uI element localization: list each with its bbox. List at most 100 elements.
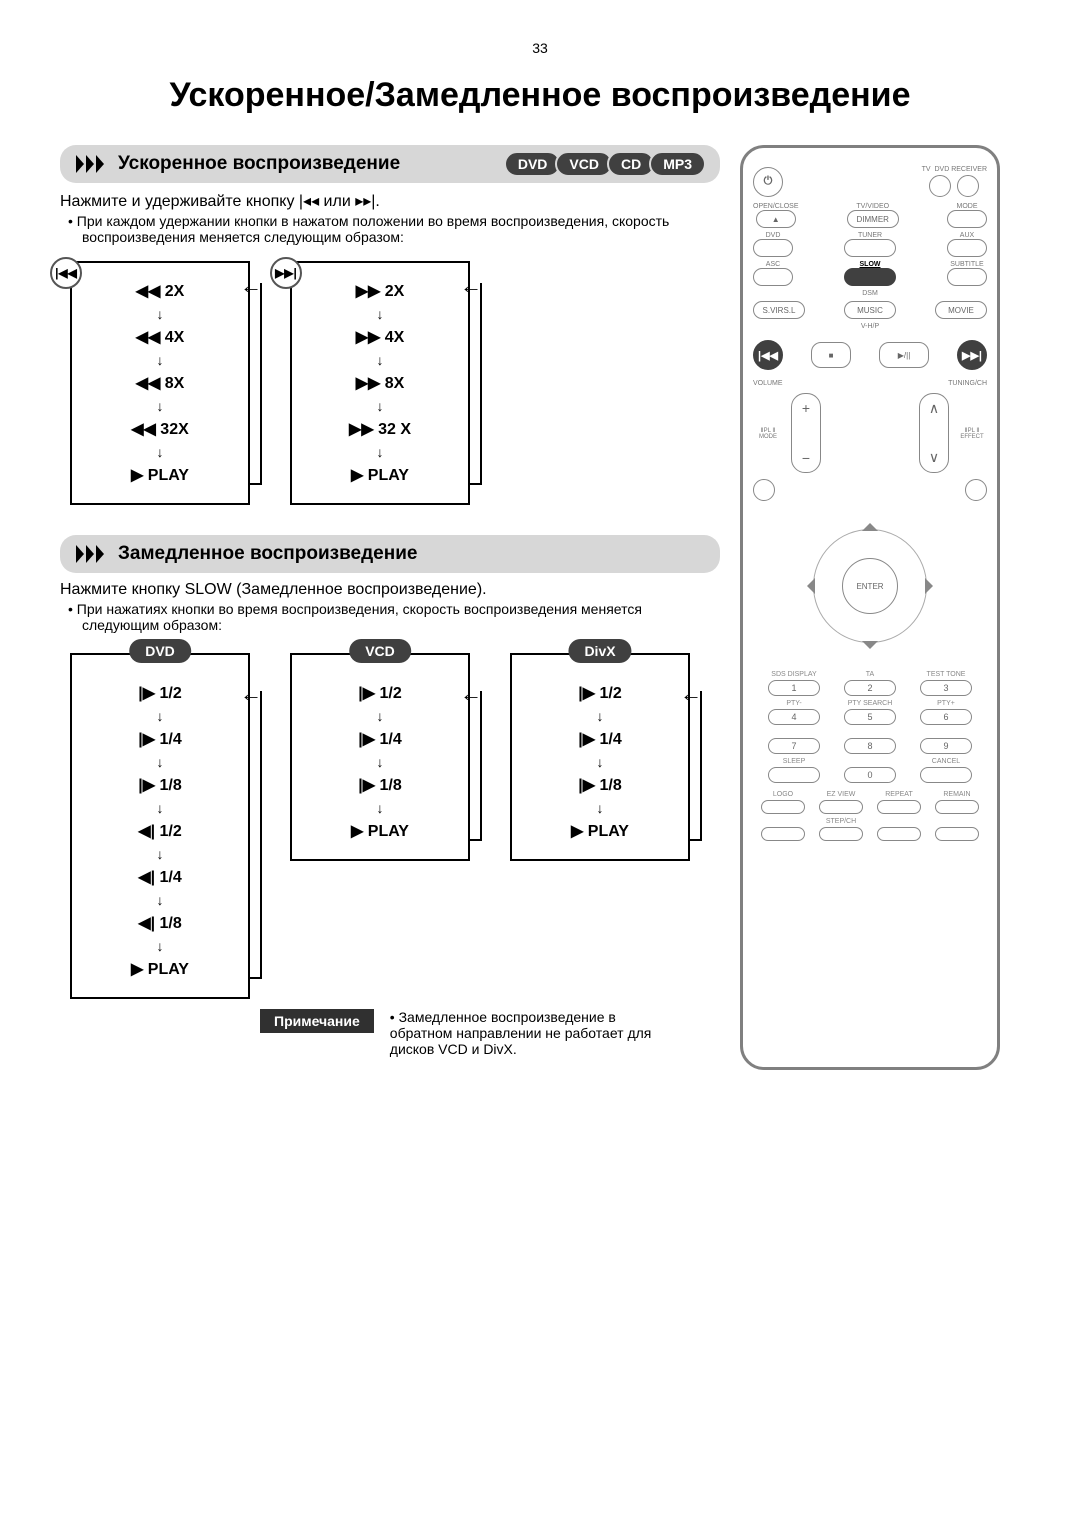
tuning-label: TUNING/CH: [948, 380, 987, 387]
numpad-button[interactable]: 0: [844, 767, 896, 783]
arrow-down-icon: [94, 397, 226, 415]
channel-rocker[interactable]: ∧∨: [919, 393, 949, 473]
power-button[interactable]: ⏻: [753, 167, 783, 197]
remote-button[interactable]: [819, 800, 863, 814]
slow-button-label: SLOW: [844, 261, 896, 268]
remote-diagram-column: ⏻ TV DVD RECEIVER OPEN/CLOSE ▲ TV/VIDEO: [740, 145, 1020, 1070]
remote-label: AUX: [947, 232, 987, 239]
arrow-down-icon: [534, 799, 666, 817]
transport-row: |◀◀ ■ ▶/|| ▶▶|: [753, 340, 987, 370]
numpad-button[interactable]: 2: [844, 680, 896, 696]
prev-button[interactable]: |◀◀: [753, 340, 783, 370]
dpad-right[interactable]: [925, 578, 941, 594]
remote-label: CANCEL: [932, 758, 960, 766]
volume-channel-row: ⅡPL Ⅱ MODE +− ∧∨ ⅡPL Ⅱ EFFECT: [753, 393, 987, 473]
speed-step: |▶ 1/8: [534, 771, 666, 799]
aux-button[interactable]: [947, 239, 987, 257]
badge-dvd: DVD: [504, 151, 562, 177]
loop-line: [260, 691, 262, 979]
page-number: 33: [60, 40, 1020, 56]
fast-heading: Ускоренное воспроизведение: [118, 153, 494, 175]
music-button[interactable]: MUSIC: [844, 301, 896, 319]
numpad-button[interactable]: 7: [768, 738, 820, 754]
remote-button[interactable]: [761, 800, 805, 814]
arrow-down-icon: [94, 305, 226, 323]
numpad-button[interactable]: 9: [920, 738, 972, 754]
arrow-down-icon: [94, 845, 226, 863]
mode-button[interactable]: [947, 210, 987, 228]
pl-mode-button[interactable]: [753, 479, 775, 501]
rewind-speed-box: |◀◀ ← ◀◀ 2X ◀◀ 4X ◀◀ 8X ◀◀ 32X ▶ PLAY: [70, 261, 250, 505]
tv-button[interactable]: [929, 175, 951, 197]
speed-step: ▶ PLAY: [314, 817, 446, 845]
loop-arrow-icon: ←: [460, 273, 482, 299]
movie-button[interactable]: MOVIE: [935, 301, 987, 319]
fast-badges: DVD VCD CD MP3: [504, 151, 706, 177]
badge-mp3: MP3: [649, 151, 706, 177]
speed-step: |▶ 1/2: [94, 679, 226, 707]
speed-step: ▶▶ 8X: [314, 369, 446, 397]
note-row: Примечание Замедленное воспроизведение в…: [260, 1009, 720, 1057]
dvd-button[interactable]: [753, 239, 793, 257]
slow-speed-box: VCD←|▶ 1/2|▶ 1/4|▶ 1/8▶ PLAY: [290, 653, 470, 861]
numpad-button[interactable]: 3: [920, 680, 972, 696]
dpad-up[interactable]: [862, 515, 878, 531]
slow-speed-box: DivX←|▶ 1/2|▶ 1/4|▶ 1/8▶ PLAY: [510, 653, 690, 861]
remote-button[interactable]: [935, 827, 979, 841]
remote-label: SUBTITLE: [947, 261, 987, 268]
fast-speed-diagrams: |◀◀ ← ◀◀ 2X ◀◀ 4X ◀◀ 8X ◀◀ 32X ▶ PLAY ▶▶…: [70, 261, 720, 505]
enter-button[interactable]: ENTER: [842, 558, 898, 614]
speed-step: ◀| 1/4: [94, 863, 226, 891]
remote-button[interactable]: [761, 827, 805, 841]
volume-label: VOLUME: [753, 380, 783, 387]
asc-button[interactable]: [753, 268, 793, 286]
dvd-receiver-button[interactable]: [957, 175, 979, 197]
remote-label: PTY-: [786, 700, 801, 708]
remote-button[interactable]: [935, 800, 979, 814]
arrow-down-icon: [94, 443, 226, 461]
numpad-button[interactable]: [920, 767, 972, 783]
remote-button[interactable]: [877, 827, 921, 841]
slow-instruction: Нажмите кнопку SLOW (Замедленное воспрои…: [60, 581, 720, 599]
speed-step: ◀◀ 4X: [94, 323, 226, 351]
slow-speed-box: DVD←|▶ 1/2|▶ 1/4|▶ 1/8◀| 1/2◀| 1/4◀| 1/8…: [70, 653, 250, 999]
arrow-down-icon: [94, 707, 226, 725]
dpad-left[interactable]: [799, 578, 815, 594]
chevron-bullet-icon: [74, 151, 108, 177]
numpad-button[interactable]: 4: [768, 709, 820, 725]
numpad-button[interactable]: [768, 767, 820, 783]
loop-line: [260, 283, 262, 485]
loop-line: [480, 691, 482, 841]
tuner-button[interactable]: [844, 239, 896, 257]
rewind-icon: |◀◀: [50, 257, 82, 289]
remote-button[interactable]: [877, 800, 921, 814]
stop-button[interactable]: ■: [811, 342, 851, 368]
numpad-button[interactable]: 1: [768, 680, 820, 696]
volume-rocker[interactable]: +−: [791, 393, 821, 473]
tv-video-button[interactable]: DIMMER: [847, 210, 899, 228]
numpad-button[interactable]: 6: [920, 709, 972, 725]
dpad-down[interactable]: [862, 641, 878, 657]
slow-note: При нажатиях кнопки во время воспроизвед…: [82, 601, 720, 633]
slow-button[interactable]: [844, 268, 896, 286]
open-close-button[interactable]: ▲: [756, 210, 796, 228]
remote-label: TV DVD RECEIVER: [922, 166, 987, 173]
remote-row: ASC SLOW SUBTITLE: [753, 261, 987, 286]
next-button[interactable]: ▶▶|: [957, 340, 987, 370]
note-text: Замедленное воспроизведение в обратном н…: [390, 1009, 670, 1057]
remote-label: PTY SEARCH: [848, 700, 893, 708]
subtitle-button[interactable]: [947, 268, 987, 286]
remote-label: PTY+: [937, 700, 955, 708]
remote-label: STEP/CH: [826, 818, 856, 826]
format-badge: DivX: [568, 639, 631, 663]
bottom-button-grid: LOGOEZ VIEWREPEATREMAINSTEP/CH: [757, 791, 983, 841]
speed-step: ▶ PLAY: [534, 817, 666, 845]
svirsl-button[interactable]: S.VIRS.L: [753, 301, 805, 319]
pl-effect-button[interactable]: [965, 479, 987, 501]
remote-button[interactable]: [819, 827, 863, 841]
arrow-down-icon: [94, 799, 226, 817]
speed-step: |▶ 1/2: [534, 679, 666, 707]
numpad-button[interactable]: 8: [844, 738, 896, 754]
play-pause-button[interactable]: ▶/||: [879, 342, 929, 368]
numpad-button[interactable]: 5: [844, 709, 896, 725]
